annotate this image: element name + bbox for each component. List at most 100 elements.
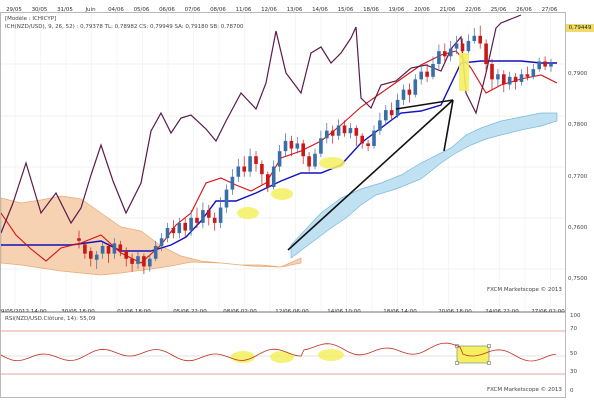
candle-bear xyxy=(260,163,264,175)
candle-bull xyxy=(153,245,158,259)
candle-bull xyxy=(395,99,400,116)
rsi-level: 50 xyxy=(570,351,577,357)
highlight-ellipse xyxy=(237,207,259,219)
top-date-label: 14/06 xyxy=(312,7,328,13)
candle-bull xyxy=(531,69,536,77)
candle-bull xyxy=(448,48,453,57)
chikou-line xyxy=(1,14,522,234)
candle-bull xyxy=(277,151,282,167)
candle-bull xyxy=(401,89,406,100)
candle-bull xyxy=(437,51,441,64)
price-chart-svg[interactable] xyxy=(1,13,565,311)
candle-bear xyxy=(543,61,547,67)
candle-bear xyxy=(142,256,146,267)
trend-arrow-head xyxy=(395,99,454,110)
top-date-label: 20/06 xyxy=(414,7,430,13)
candle-bull xyxy=(271,166,276,187)
candle-bear xyxy=(443,51,447,57)
candle-bull xyxy=(313,153,317,167)
watermark: FXCM Marketscope © 2013 xyxy=(487,287,562,293)
rsi-highlight-rect xyxy=(456,345,490,364)
candle-bull xyxy=(372,130,376,146)
candle-bear xyxy=(525,74,530,77)
candle-bull xyxy=(336,125,341,136)
candle-bull xyxy=(384,110,388,121)
candle-bear xyxy=(389,110,394,116)
top-date-label: 19/06 xyxy=(389,7,405,13)
candle-bull xyxy=(248,156,252,172)
current-price-badge: 0,79449 xyxy=(566,24,594,32)
rsi-highlight-ellipse xyxy=(318,349,344,361)
candle-bull xyxy=(537,61,541,70)
ichimoku-cloud-bull xyxy=(290,112,558,259)
price-label: 0,7800 xyxy=(568,122,588,128)
rsi-indicator-label: RSI(NZD/USD.Clôture, 14): 55,09 xyxy=(5,316,96,322)
rsi-watermark: FXCM Marketscope © 2013 xyxy=(487,387,562,393)
candle-bull xyxy=(201,210,205,223)
model-label: [Modèle : ICHICYP] xyxy=(5,16,57,22)
candle-bull xyxy=(325,130,329,139)
candle-bull xyxy=(230,176,235,190)
candle-bear xyxy=(354,128,359,136)
candle-bull xyxy=(549,64,553,67)
kijun-line xyxy=(1,60,557,252)
candle-bull xyxy=(466,40,471,52)
top-date-label: 26/06 xyxy=(516,7,532,13)
top-date-label: 07/06 xyxy=(185,7,201,13)
candle-bull xyxy=(159,238,164,246)
rsi-level: 70 xyxy=(570,326,577,332)
candle-bull xyxy=(165,228,170,239)
candle-bear xyxy=(307,156,311,167)
candle-bull xyxy=(94,254,99,260)
candle-bull xyxy=(218,207,223,223)
main-chart-panel[interactable]: [Modèle : ICHICYP] ICH(NZD/USD), 9, 26, … xyxy=(0,12,566,312)
candle-bear xyxy=(106,245,111,254)
candle-bull xyxy=(496,74,500,80)
rsi-level: 0 xyxy=(570,388,574,394)
candle-bear xyxy=(212,217,217,223)
top-date-label: 30/05 xyxy=(32,7,48,13)
candle-bear xyxy=(195,217,199,223)
top-date-label: 18/06 xyxy=(363,7,379,13)
candle-bear xyxy=(289,140,294,149)
rsi-level: 100 xyxy=(570,313,581,319)
candle-bear xyxy=(89,251,93,259)
rsi-line xyxy=(1,342,557,362)
candle-bull xyxy=(413,79,418,95)
candle-bear xyxy=(266,174,270,187)
rsi-chart-svg[interactable] xyxy=(1,313,565,397)
highlight-ellipse xyxy=(271,188,293,200)
price-label: 0,7500 xyxy=(568,276,588,282)
candle-bull xyxy=(283,140,288,152)
top-date-label: 13/06 xyxy=(287,7,303,13)
candle-bull xyxy=(378,120,382,131)
top-date-label: 25/06 xyxy=(491,7,507,13)
top-date-label: 29/05 xyxy=(6,7,22,13)
candle-bull xyxy=(454,43,459,49)
candle-bull xyxy=(431,64,435,77)
price-axis: 0,7900 0,7800 0,7700 0,7600 0,7500 0,794… xyxy=(566,12,594,312)
selection-handle xyxy=(487,361,491,365)
bottom-date-axis: 29/05/2012 14:0030/05 18:0001/06 18:0005… xyxy=(0,301,566,315)
candle-bull xyxy=(148,258,152,267)
rsi-panel[interactable]: RSI(NZD/USD.Clôture, 14): 55,09 FXCM Mar… xyxy=(0,312,566,398)
rsi-highlight-ellipse xyxy=(270,351,294,363)
candle-bear xyxy=(301,143,305,157)
candle-bull xyxy=(224,189,229,208)
candle-bear xyxy=(242,166,246,172)
top-date-label: 21/06 xyxy=(440,7,456,13)
candle-bear xyxy=(460,43,465,52)
candle-bull xyxy=(189,217,193,231)
top-date-label: 27/06 xyxy=(542,7,558,13)
price-label: 0,7600 xyxy=(568,225,588,231)
candle-bull xyxy=(507,76,512,85)
candle-bear xyxy=(118,244,123,252)
candle-bull xyxy=(177,222,182,234)
price-label: 0,7900 xyxy=(568,71,588,77)
candle-bull xyxy=(472,35,477,41)
candle-bull xyxy=(236,166,241,177)
candle-bear xyxy=(83,244,87,254)
rsi-axis: 100 70 50 30 0 xyxy=(566,312,594,398)
candle-bear xyxy=(171,228,176,234)
